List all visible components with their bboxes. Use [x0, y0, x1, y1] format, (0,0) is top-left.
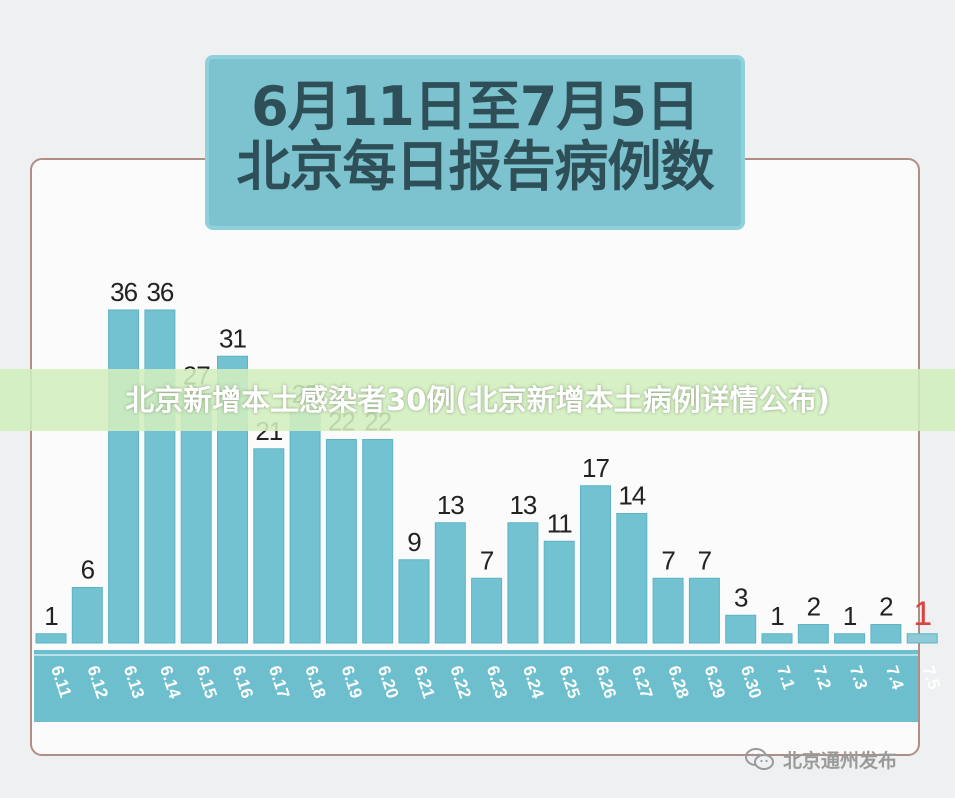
bar-6.23 — [471, 577, 503, 644]
bar-6.26 — [580, 485, 611, 644]
bars-layer — [35, 309, 938, 644]
chart-title-line1: 6月11日至7月5日 — [251, 75, 700, 138]
x-axis: 6.11 6.12 6.13 6.14 6.15 6.16 6.17 6.18 6.19 6.20… — [34, 650, 944, 722]
bar-7.2 — [797, 624, 829, 644]
bar-6.12 — [71, 587, 103, 644]
value-label-6.25: 11 — [547, 508, 573, 538]
bar-6.21 — [398, 559, 430, 644]
value-label-6.27: 14 — [618, 481, 645, 511]
bar-6.24 — [507, 522, 539, 644]
bar-6.27 — [616, 513, 648, 644]
value-label-6.12: 6 — [81, 555, 95, 585]
value-label-6.14: 36 — [146, 277, 173, 307]
bar-6.14 — [144, 309, 176, 644]
value-label-6.23: 7 — [480, 545, 494, 575]
tick-label-7.5: 7.5 — [918, 663, 943, 691]
bar-6.28 — [652, 577, 684, 644]
wechat-icon — [745, 748, 774, 770]
bar-6.11 — [35, 633, 67, 644]
bar-6.29 — [688, 577, 720, 644]
chart-title-box: 6月11日至7月5日 北京每日报告病例数 — [205, 55, 745, 230]
bar-6.13 — [108, 309, 140, 644]
value-label-6.16: 31 — [219, 323, 246, 353]
bar-7.4 — [870, 624, 902, 644]
value-label-6.21: 9 — [407, 527, 421, 557]
bar-6.19 — [325, 439, 357, 644]
bar-6.17 — [253, 448, 285, 644]
value-label-6.13: 36 — [110, 277, 137, 307]
bar-6.20 — [362, 439, 394, 644]
headline-banner: 北京新增本土感染者30例(北京新增本土病例详情公布) — [0, 369, 955, 431]
chart-title-line2: 北京每日报告病例数 — [236, 135, 715, 198]
bar-7.1 — [761, 633, 793, 644]
watermark: 北京通州发布 — [745, 744, 897, 774]
bar-7.5 — [906, 633, 938, 644]
value-label-6.26: 17 — [582, 453, 609, 483]
value-label-6.11: 1 — [44, 601, 58, 631]
x-axis-band — [34, 650, 918, 722]
bar-6.30 — [725, 614, 757, 644]
value-label-6.30: 3 — [734, 582, 748, 612]
value-label-7.2: 2 — [807, 592, 821, 622]
value-label-6.24: 13 — [509, 490, 536, 520]
bar-7.3 — [834, 633, 866, 644]
value-label-7.1: 1 — [770, 601, 784, 631]
value-label-7.5: 1 — [913, 595, 931, 633]
bar-6.22 — [434, 522, 466, 644]
watermark-text: 北京通州发布 — [783, 749, 898, 772]
bar-6.25 — [543, 540, 575, 644]
value-label-7.3: 1 — [843, 601, 857, 631]
value-label-6.29: 7 — [698, 545, 712, 575]
value-label-6.28: 7 — [661, 545, 675, 575]
bar-6.18 — [289, 411, 321, 644]
value-label-6.22: 13 — [437, 490, 464, 520]
value-label-7.4: 2 — [879, 592, 893, 622]
